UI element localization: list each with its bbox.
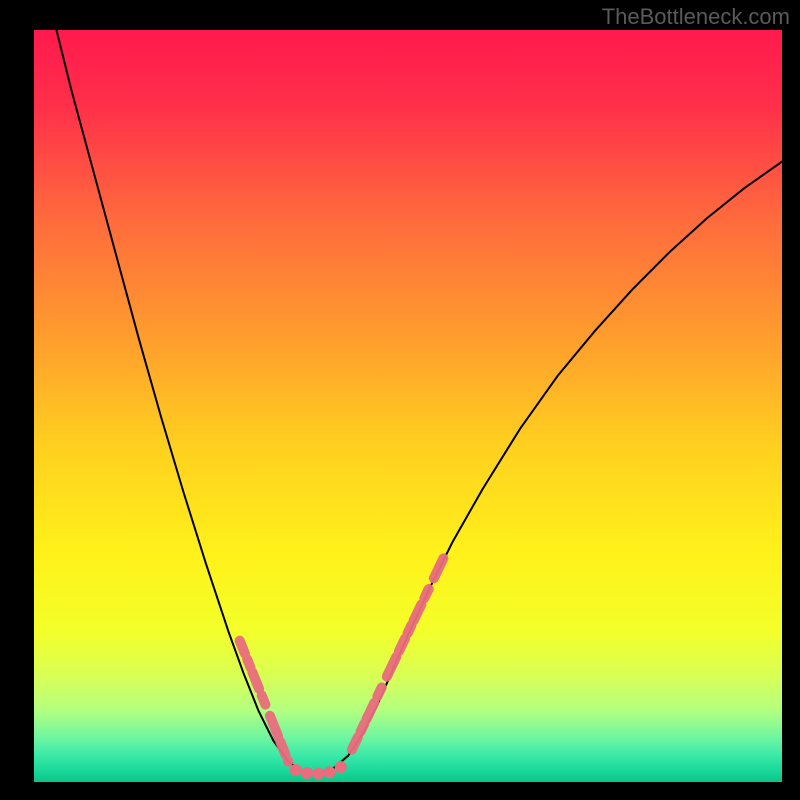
chart-frame: TheBottleneck.com (0, 0, 800, 800)
watermark-text: TheBottleneck.com (602, 4, 790, 30)
marker-dot (301, 767, 313, 779)
marker-dot (323, 766, 335, 778)
gradient-background (34, 30, 782, 782)
marker-dot (335, 761, 347, 773)
marker-dot (312, 768, 324, 780)
chart-svg (34, 30, 782, 782)
marker-dot (290, 764, 302, 776)
chart-plot-background (34, 30, 782, 782)
